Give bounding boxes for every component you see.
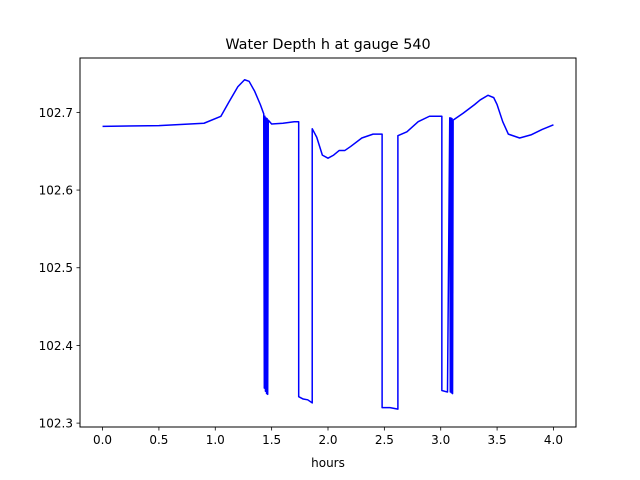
y-axis-ticks: 102.3 102.4 102.5 102.6 102.7 bbox=[39, 106, 80, 431]
series-group bbox=[102, 79, 554, 410]
x-axis-label: hours bbox=[311, 456, 345, 470]
x-tick-label: 1.0 bbox=[206, 433, 225, 447]
x-tick-label: 3.5 bbox=[488, 433, 507, 447]
y-tick-label: 102.6 bbox=[39, 184, 73, 198]
chart-title: Water Depth h at gauge 540 bbox=[225, 37, 430, 53]
x-tick-label: 2.0 bbox=[318, 433, 337, 447]
x-tick-label: 0.0 bbox=[93, 433, 112, 447]
x-tick-label: 1.5 bbox=[262, 433, 281, 447]
y-tick-label: 102.4 bbox=[39, 339, 73, 353]
y-tick-label: 102.7 bbox=[39, 106, 73, 120]
x-tick-label: 0.5 bbox=[149, 433, 168, 447]
x-axis-ticks: 0.0 0.5 1.0 1.5 2.0 2.5 3.0 3.5 4.0 bbox=[93, 427, 563, 447]
x-tick-label: 4.0 bbox=[544, 433, 563, 447]
x-tick-label: 2.5 bbox=[375, 433, 394, 447]
y-tick-label: 102.3 bbox=[39, 417, 73, 431]
y-tick-label: 102.5 bbox=[39, 261, 73, 275]
series-line-0 bbox=[102, 79, 554, 410]
x-tick-label: 3.0 bbox=[431, 433, 450, 447]
